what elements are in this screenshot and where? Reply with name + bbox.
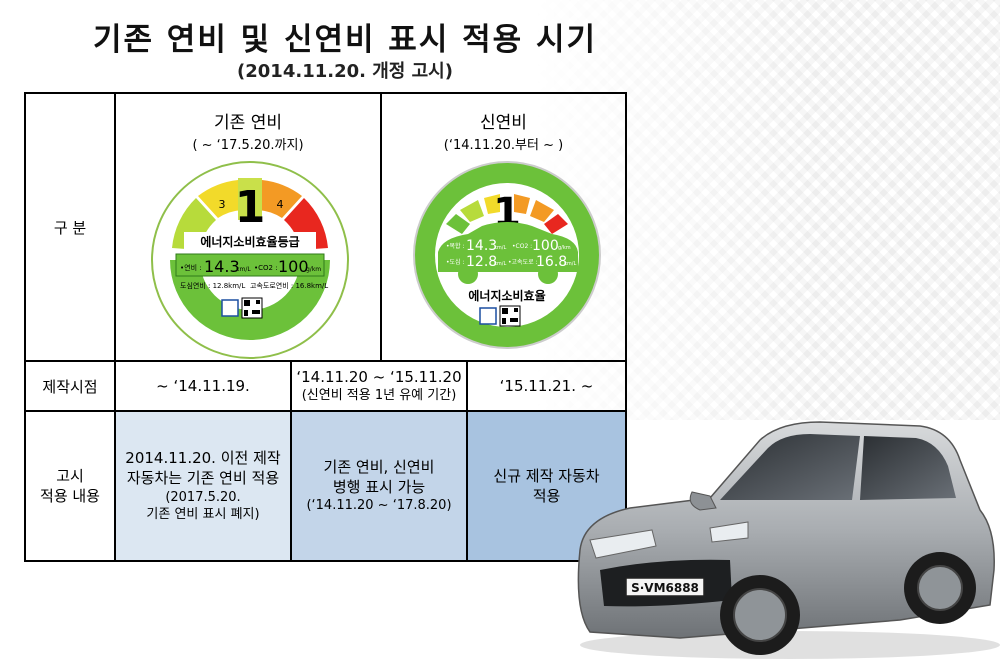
notice-old-line: 기존 연비 표시 폐지): [146, 507, 260, 523]
notice-transition-line: (‘14.11.20 ~ ‘17.8.20): [306, 498, 452, 514]
new-label-name: 에너지소비효율: [468, 288, 545, 303]
new-combined-value: 14.3: [466, 238, 497, 254]
row-label-category: 구 분: [24, 92, 116, 362]
scale-4: 4: [277, 198, 284, 211]
old-label-title: 기존 연비: [214, 113, 282, 133]
new-label-cell: 신연비 (‘14.11.20.부터 ~ ) 1 •복합 : 14.3 km/L …: [380, 92, 627, 362]
notice-old-line: 자동차는 기존 연비 적용: [126, 469, 280, 488]
old-fuel-unit: km/L: [236, 266, 251, 273]
old-fuel-value: 14.3: [204, 257, 240, 276]
page-subtitle: (2014.11.20. 개정 고시): [237, 61, 453, 82]
old-label-cell: 기존 연비 ( ~ ‘17.5.20.까지) 2 3 4 5 1 에너지소비효율…: [114, 92, 382, 362]
old-grade-number: 1: [235, 182, 266, 233]
transition-note: (신연비 적용 1년 유예 기간): [301, 388, 457, 404]
new-label-title: 신연비: [480, 113, 527, 133]
new-city-prefix: •도심 :: [446, 258, 465, 266]
notice-label-line2: 적용 내용: [40, 487, 100, 505]
new-label-range: (‘14.11.20.부터 ~ ): [443, 138, 564, 153]
notice-content-transition: 기존 연비, 신연비 병행 표시 가능 (‘14.11.20 ~ ‘17.8.2…: [290, 410, 468, 562]
suv-car-image: S·VM6888: [577, 421, 1000, 659]
notice-new-line: 신규 제작 자동차: [493, 466, 600, 485]
old-efficiency-label-image: 2 3 4 5 1 에너지소비효율등급 •연비 : 14.3 km/L •CO2…: [151, 161, 349, 359]
page-title: 기존 연비 및 신연비 표시 적용 시기: [92, 22, 598, 58]
new-co2-prefix: •CO2 :: [512, 243, 532, 250]
notice-transition-line: 병행 표시 가능: [332, 478, 426, 497]
new-efficiency-label-image: 1 •복합 : 14.3 km/L •CO2 : 100 g/km •도심 : …: [413, 161, 601, 349]
comparison-table: 구 분 기존 연비 ( ~ ‘17.5.20.까지) 2 3 4 5 1 에너지…: [24, 92, 627, 562]
notice-new-line: 적용: [532, 487, 561, 505]
row-label-production: 제작시점: [24, 360, 116, 412]
production-period-old: ~ ‘14.11.19.: [114, 360, 292, 412]
notice-old-line: (2017.5.20.: [165, 489, 241, 505]
new-co2-unit: g/km: [558, 245, 571, 251]
scale-3: 3: [219, 198, 226, 211]
row-label-notice: 고시 적용 내용: [24, 410, 116, 562]
old-city: 도심연비 : 12.8km/L: [180, 281, 245, 290]
new-highway-value: 16.8: [536, 254, 567, 270]
new-combined-prefix: •복합 :: [446, 242, 465, 250]
notice-content-old: 2014.11.20. 이전 제작 자동차는 기존 연비 적용 (2017.5.…: [114, 410, 292, 562]
new-co2-value: 100: [532, 238, 559, 254]
old-co2-prefix: •CO2 :: [254, 264, 278, 272]
carbon-background: [530, 0, 1000, 420]
new-city-value: 12.8: [466, 254, 497, 270]
old-co2-unit: g/km: [306, 266, 321, 273]
transition-range: ‘14.11.20 ~ ‘15.11.20: [296, 368, 462, 387]
new-highway-prefix: •고속도로 :: [508, 258, 538, 266]
old-label-name: 에너지소비효율등급: [200, 234, 299, 249]
license-plate: S·VM6888: [631, 581, 699, 595]
new-highway-unit: km/L: [564, 261, 576, 267]
old-highway: 고속도로연비 : 16.8km/L: [250, 281, 328, 290]
old-co2-value: 100: [278, 257, 309, 276]
old-label-range: ( ~ ‘17.5.20.까지): [192, 138, 304, 153]
notice-label-line1: 고시: [56, 466, 84, 485]
new-combined-unit: km/L: [494, 245, 506, 251]
new-city-unit: km/L: [494, 261, 506, 267]
notice-transition-line: 기존 연비, 신연비: [323, 457, 435, 476]
old-fuel-prefix: •연비 :: [180, 263, 202, 272]
notice-old-line: 2014.11.20. 이전 제작: [125, 449, 281, 468]
production-period-transition: ‘14.11.20 ~ ‘15.11.20 (신연비 적용 1년 유예 기간): [290, 360, 468, 412]
